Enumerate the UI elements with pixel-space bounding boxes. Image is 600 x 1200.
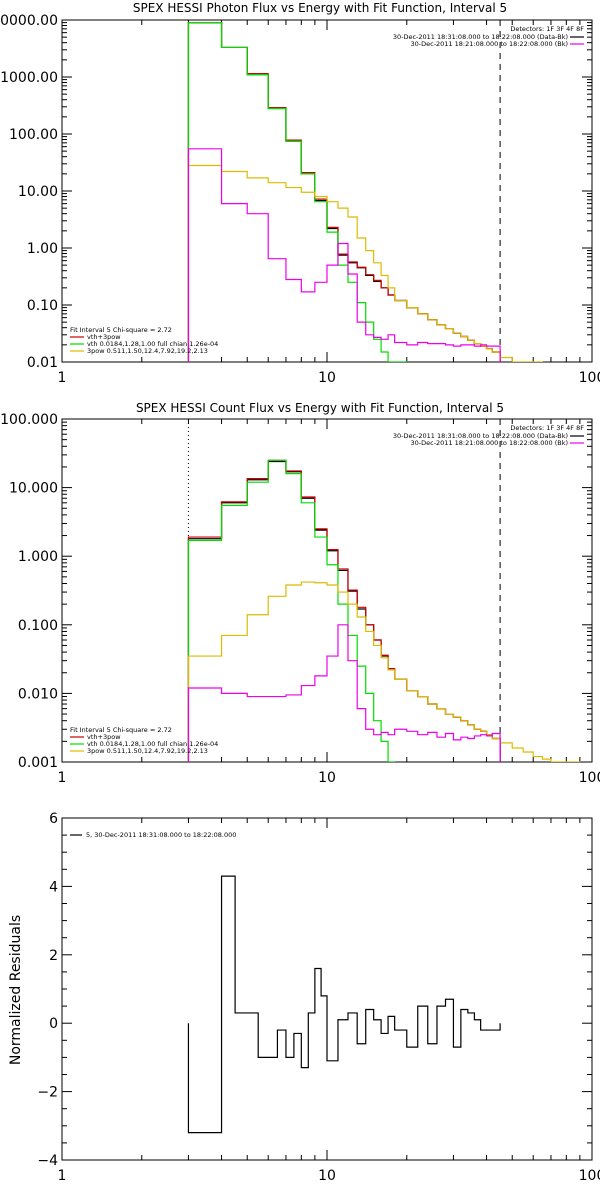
x-tick-label: 100 xyxy=(579,370,600,386)
legend-top-label: 30-Dec-2011 18:21:08.000 to 18:22:08.000… xyxy=(411,40,569,48)
series-nonthermal xyxy=(187,581,581,762)
y-tick-label: −2 xyxy=(37,1085,58,1101)
legend-top-label: 30-Dec-2011 18:31:08.000 to 18:22:08.000… xyxy=(393,33,568,41)
legend-residuals-label: 5, 30-Dec-2011 18:31:08.000 to 18:22:08.… xyxy=(86,831,236,839)
y-tick-label: 2 xyxy=(49,948,58,964)
y-tick-label: 1.000 xyxy=(18,549,58,565)
series-nonthermal xyxy=(187,164,544,362)
count-panel-title: SPEX HESSI Count Flux vs Energy with Fit… xyxy=(136,401,504,415)
y-tick-label: 10.00 xyxy=(18,184,58,200)
legend-residuals: 5, 30-Dec-2011 18:31:08.000 to 18:22:08.… xyxy=(70,831,236,839)
y-tick-label: 10000.00 xyxy=(0,13,58,29)
legend-top-label: 30-Dec-2011 18:31:08.000 to 18:22:08.000… xyxy=(393,432,568,440)
plot-frame xyxy=(61,418,593,763)
plot-frame xyxy=(61,817,593,1161)
legend-bottom: Fit Interval 5 Chi-square = 2.72vth+3pow… xyxy=(70,326,218,355)
photon-panel-title: SPEX HESSI Photon Flux vs Energy with Fi… xyxy=(133,1,507,15)
x-tick-label: 10 xyxy=(318,370,336,386)
legend-bottom: Fit Interval 5 Chi-square = 2.72vth+3pow… xyxy=(70,726,218,755)
series-background xyxy=(187,148,501,362)
legend-bottom-label: vth 0.0184,1.28,1.00 full chian 1.26e-04 xyxy=(87,340,218,348)
legend-bottom-label: 3pow 0.511,1.50,12.4,7.92,19.2,2.13 xyxy=(87,747,208,755)
legend-bottom-label: vth+3pow xyxy=(87,333,121,341)
series-residuals xyxy=(187,875,501,1134)
x-tick-label: 100 xyxy=(579,770,600,786)
y-tick-label: 4 xyxy=(49,879,58,895)
residuals-y-axis-label: Normalized Residuals xyxy=(8,915,24,1065)
y-tick-label: 1000.00 xyxy=(0,70,58,86)
x-tick-label: 1 xyxy=(58,370,67,386)
data-area xyxy=(187,459,581,762)
y-tick-label: 100.00 xyxy=(9,127,58,143)
x-tick-label: 10 xyxy=(318,770,336,786)
y-tick-label: 1.00 xyxy=(27,241,58,257)
series-data-bk xyxy=(187,22,501,362)
series-data-bk xyxy=(187,460,501,762)
plot-frame xyxy=(61,19,593,363)
legend-bottom-label: vth 0.0184,1.28,1.00 full chian 1.26e-04 xyxy=(87,740,218,748)
series-thermal xyxy=(187,459,396,762)
x-tick-label: 100 xyxy=(579,1168,600,1184)
legend-top-label: 30-Dec-2011 18:21:08.000 to 18:22:08.000… xyxy=(411,439,569,447)
legend-bottom-header: Fit Interval 5 Chi-square = 2.72 xyxy=(70,326,172,334)
x-tick-label: 1 xyxy=(58,1168,67,1184)
y-tick-label: 100.000 xyxy=(0,412,58,428)
y-tick-label: 0.100 xyxy=(18,618,58,634)
photon-flux-panel: SPEX HESSI Photon Flux vs Energy with Fi… xyxy=(0,1,600,386)
legend-bottom-label: 3pow 0.511,1.50,12.4,7.92,19.2,2.13 xyxy=(87,347,208,355)
data-area xyxy=(187,22,544,362)
legend-bottom-label: vth+3pow xyxy=(87,733,121,741)
residuals-panel: Normalized Residuals 1 10 100 −4 −2 0 2 4 6 5, 30… xyxy=(8,811,600,1184)
legend-bottom-header: Fit Interval 5 Chi-square = 2.72 xyxy=(70,726,172,734)
y-tick-label: −4 xyxy=(37,1153,58,1169)
y-tick-label: 6 xyxy=(49,811,58,827)
series-thermal xyxy=(187,22,408,362)
y-tick-label: 0.001 xyxy=(18,755,58,771)
count-flux-panel: SPEX HESSI Count Flux vs Energy with Fit… xyxy=(0,401,600,786)
series-background xyxy=(187,624,501,762)
y-tick-label: 0.010 xyxy=(18,686,58,702)
y-tick-label: 0.01 xyxy=(27,355,58,371)
y-tick-label: 0 xyxy=(49,1016,58,1032)
x-tick-label: 1 xyxy=(58,770,67,786)
legend-top-header: Detectors: 1F 3F 4F 8F xyxy=(510,424,584,432)
y-tick-label: 0.10 xyxy=(27,298,58,314)
series-fit-total xyxy=(187,22,501,362)
x-tick-label: 10 xyxy=(318,1168,336,1184)
data-area xyxy=(187,875,501,1134)
legend-top-header: Detectors: 1F 3F 4F 8F xyxy=(510,25,584,33)
y-tick-label: 10.000 xyxy=(9,481,58,497)
